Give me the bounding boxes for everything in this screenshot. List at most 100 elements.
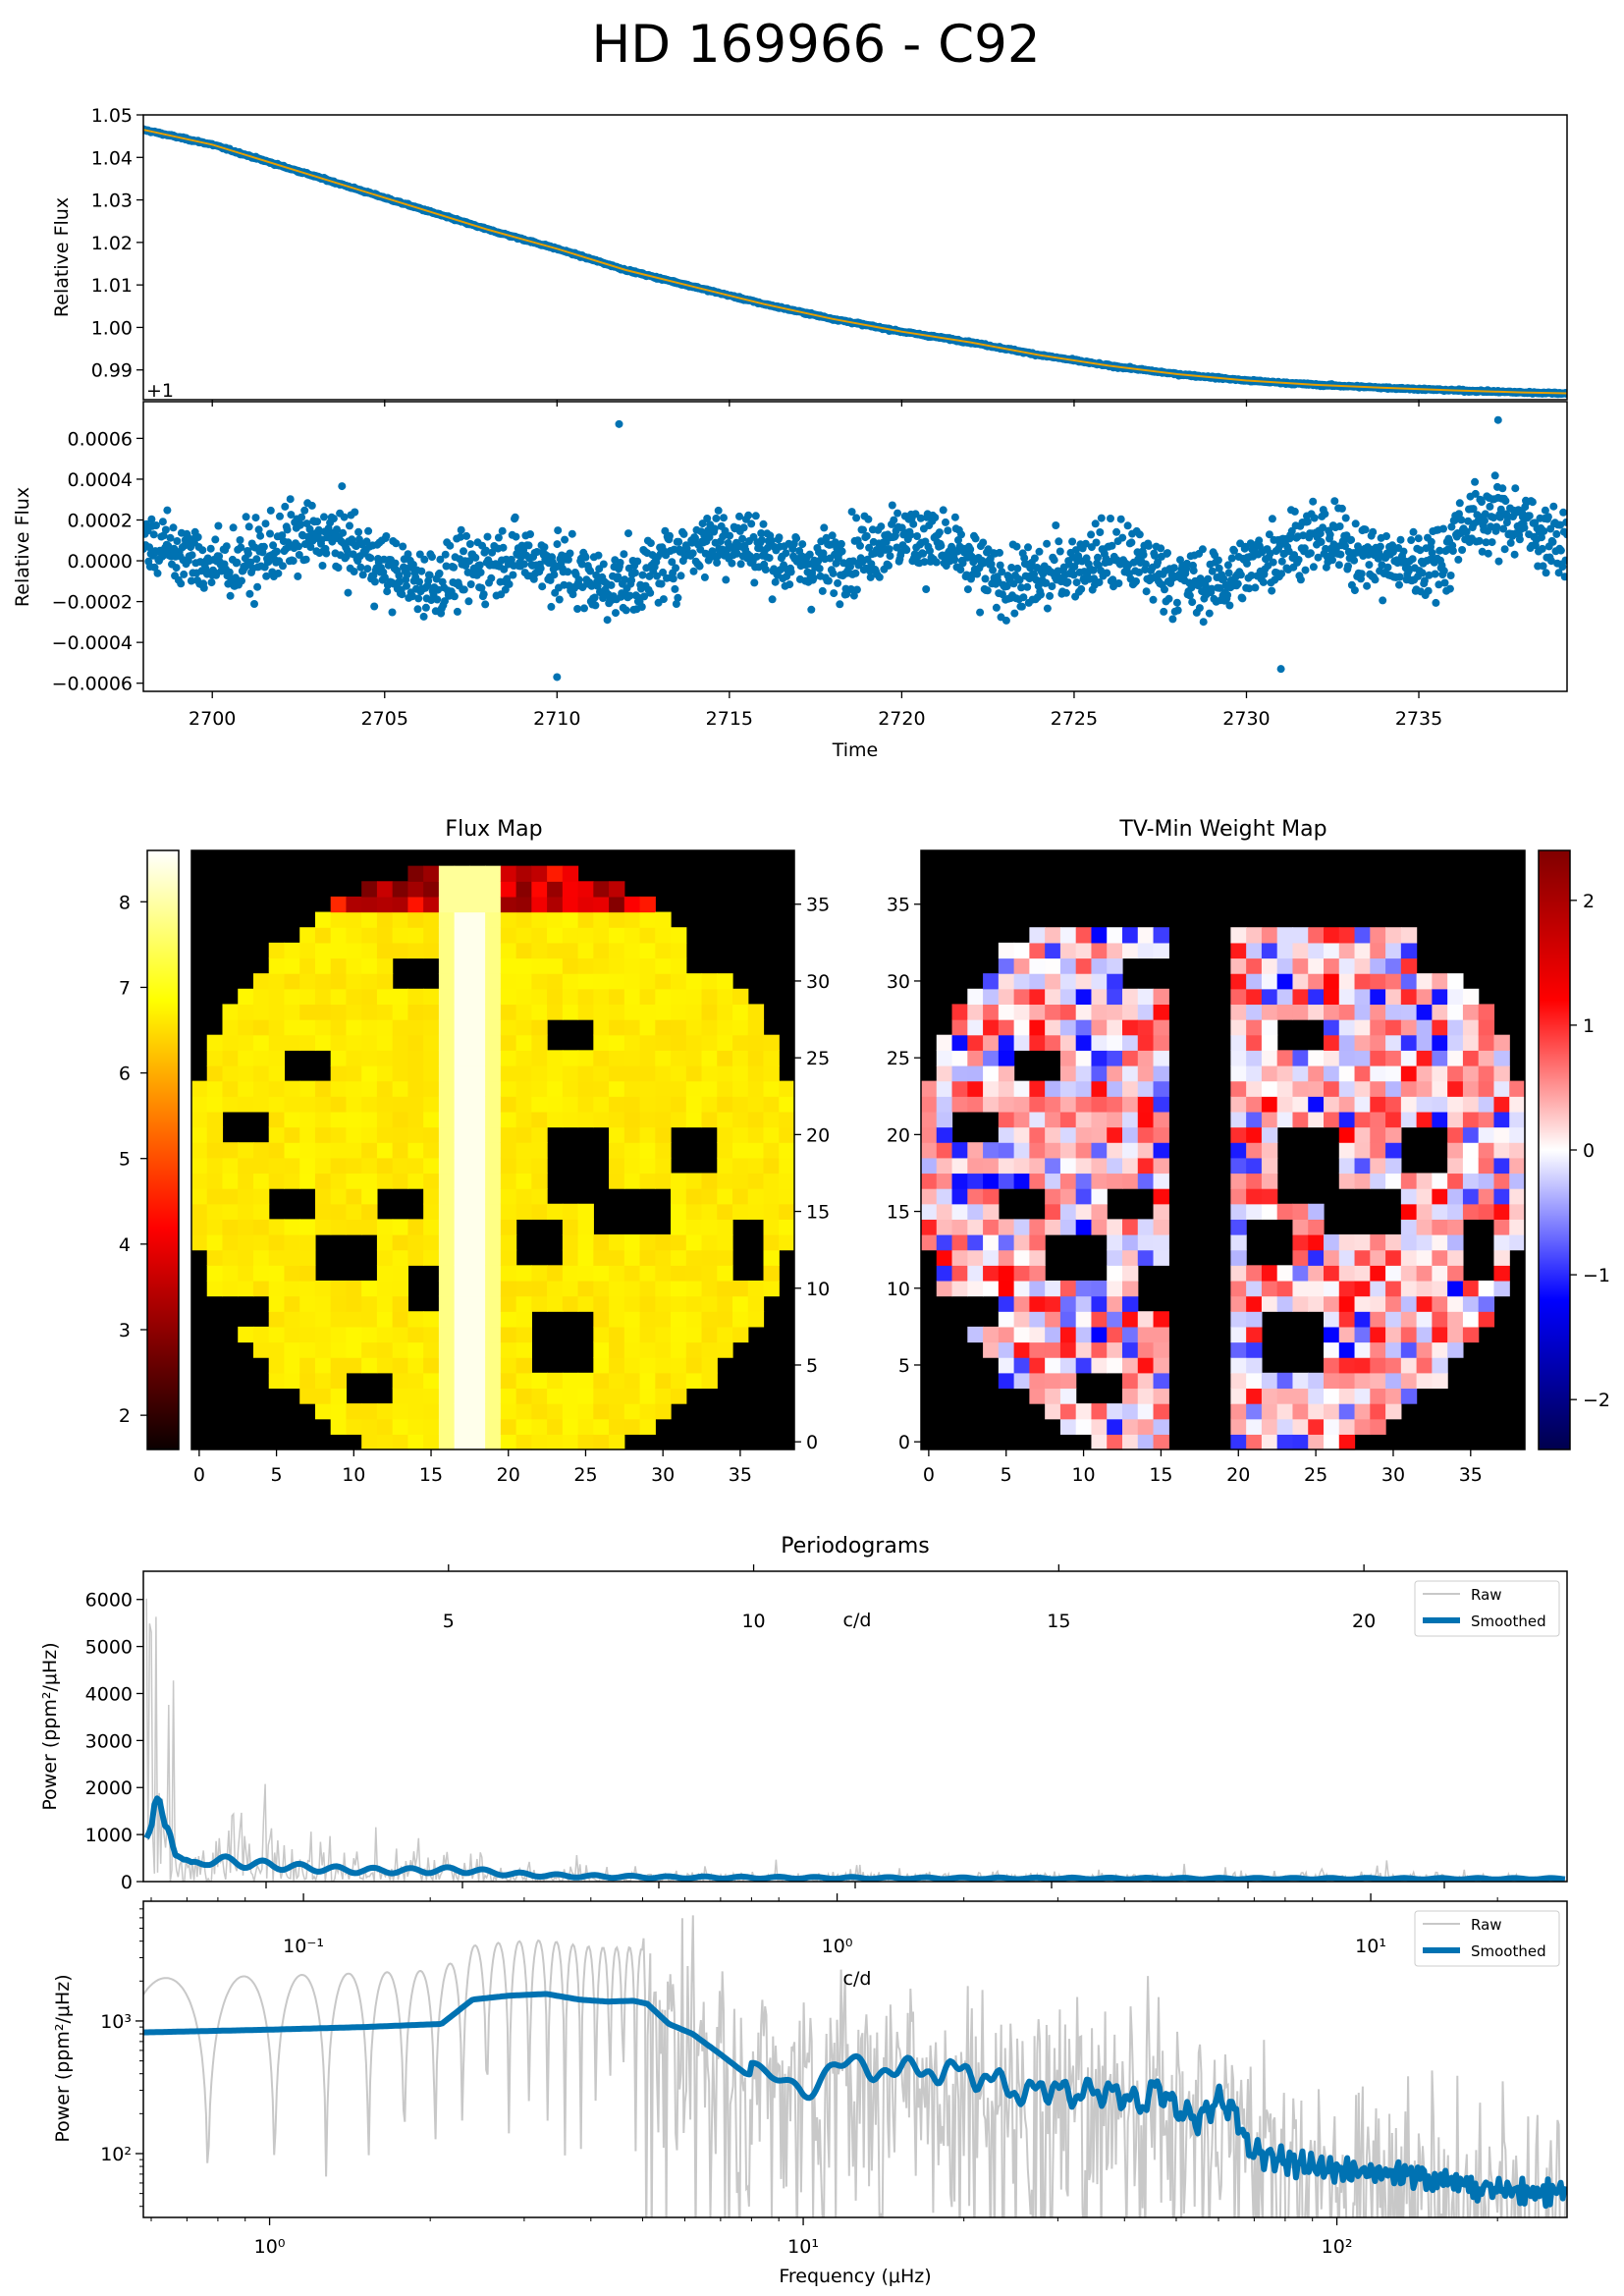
- flux-pixel: [515, 973, 532, 990]
- flux-pixel: [671, 1096, 687, 1113]
- flux-pixel: [747, 1173, 765, 1189]
- flux-pixel: [376, 1004, 394, 1020]
- residual-point: [1019, 593, 1028, 602]
- flux-pixel: [547, 881, 564, 898]
- flux-pixel: [392, 1388, 409, 1404]
- figure-title: HD 169966 - C92: [591, 15, 1040, 75]
- residual-point: [612, 609, 620, 618]
- residual-point: [1255, 542, 1264, 551]
- flux-pixel: [623, 1234, 641, 1251]
- residual-point: [971, 534, 980, 543]
- residual-point: [622, 606, 630, 615]
- residual-point: [395, 572, 404, 579]
- flux-pixel: [763, 1126, 780, 1143]
- flux-pixel: [454, 865, 470, 882]
- flux-pixel: [206, 1219, 224, 1235]
- flux-pixel: [577, 1096, 594, 1113]
- flux-pixel: [639, 911, 656, 928]
- flux-pixel: [639, 973, 656, 990]
- flux-pixel: [593, 1004, 610, 1020]
- flux-pixel: [314, 1295, 332, 1312]
- flux-pixel: [469, 1234, 486, 1251]
- flux-pixel: [609, 1065, 625, 1082]
- residual-point: [705, 533, 714, 541]
- residual-point: [1317, 537, 1326, 546]
- flux-pixel: [238, 1142, 254, 1159]
- flux-pixel: [454, 1434, 470, 1450]
- flux-pixel: [238, 1173, 254, 1189]
- residual-point: [911, 510, 920, 519]
- residual-point: [343, 546, 352, 555]
- flux-pixel: [500, 1280, 517, 1297]
- flux-pixel: [531, 1418, 548, 1435]
- residual-point: [1024, 543, 1032, 552]
- flux-pixel: [500, 1249, 517, 1266]
- residual-point: [433, 595, 442, 604]
- flux-pixel: [376, 1219, 394, 1235]
- flux-pixel: [685, 1341, 703, 1358]
- flux-pixel: [515, 1096, 532, 1113]
- flux-pixel: [747, 1203, 765, 1220]
- flux-pixel: [469, 1034, 486, 1051]
- flux-pixel: [701, 1096, 718, 1113]
- flux-pixel: [469, 1265, 486, 1282]
- residual-point: [511, 513, 519, 521]
- residual-point: [256, 531, 265, 540]
- flux-pixel: [577, 1372, 594, 1390]
- residual-point: [726, 531, 734, 540]
- residual-point: [735, 512, 743, 520]
- flux-pixel: [671, 1050, 687, 1066]
- residual-point: [1072, 578, 1081, 587]
- flux-pixel: [609, 881, 625, 898]
- flux-pixel: [454, 988, 470, 1006]
- residual-point: [1108, 541, 1116, 550]
- flux-pixel: [438, 1065, 456, 1082]
- flux-pixel: [485, 1157, 502, 1175]
- residual-point: [659, 568, 668, 576]
- ytick-label: 0.0006: [68, 428, 133, 450]
- residual-point: [956, 566, 965, 574]
- flux-pixel: [268, 1357, 286, 1374]
- flux-pixel: [346, 988, 362, 1006]
- flux-pixel: [655, 1372, 672, 1390]
- residual-point: [1464, 517, 1473, 525]
- residual-point: [1334, 561, 1343, 570]
- flux-pixel: [407, 1341, 424, 1358]
- residual-point: [942, 518, 949, 526]
- residual-point: [906, 530, 915, 539]
- flux-pixel: [252, 988, 270, 1006]
- flux-pixel: [346, 1111, 362, 1128]
- residual-point: [926, 547, 934, 555]
- flux-pixel: [314, 942, 332, 959]
- residual-point: [1172, 598, 1181, 607]
- residual-point: [1395, 580, 1403, 589]
- residual-point: [188, 551, 196, 560]
- residual-point: [885, 561, 893, 570]
- flux-pixel: [438, 1111, 456, 1128]
- flux-pixel: [238, 1234, 254, 1251]
- flux-pixel: [500, 1188, 517, 1205]
- residual-point: [587, 581, 596, 590]
- flux-pixel: [717, 1173, 733, 1189]
- flux-pixel: [252, 1080, 270, 1097]
- xtick-label: 2700: [189, 708, 236, 730]
- flux-pixel: [299, 957, 316, 974]
- flux-pixel: [376, 942, 394, 959]
- flux-pixel: [392, 1096, 409, 1113]
- ytick-label: 15: [806, 1202, 830, 1224]
- flux-pixel: [593, 1418, 610, 1435]
- residual-point: [1092, 538, 1101, 547]
- residual-point: [931, 514, 940, 521]
- flux-pixel: [717, 1234, 733, 1251]
- flux-pixel: [330, 1418, 348, 1435]
- flux-pixel: [515, 988, 532, 1006]
- residual-point: [287, 511, 296, 519]
- flux-pixel: [593, 1034, 610, 1051]
- flux-pixel: [655, 1096, 672, 1113]
- flux-pixel: [454, 1418, 470, 1435]
- flux-pixel: [685, 1234, 703, 1251]
- residual-point: [1435, 546, 1444, 555]
- flux-pixel: [485, 1004, 502, 1020]
- residual-point: [1123, 521, 1132, 530]
- flux-pixel: [407, 1004, 424, 1020]
